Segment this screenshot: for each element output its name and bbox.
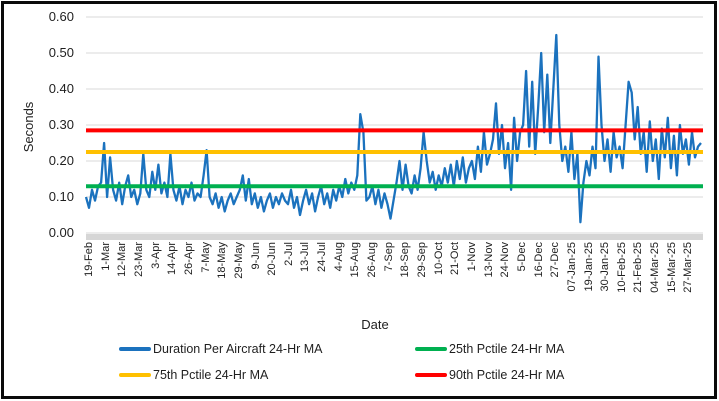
x-tick-label: 2-Jul [282, 242, 295, 266]
x-tick-label: 21-Feb-25 [632, 242, 645, 293]
x-tick-label: 12-Mar [116, 242, 129, 277]
plot-area [84, 16, 703, 240]
x-tick-label: 20-Jun [266, 242, 279, 276]
legend-item-25th-pctile: 25th Pctile 24-Hr MA [415, 341, 564, 357]
legend-label-duration: Duration Per Aircraft 24-Hr MA [153, 342, 323, 356]
x-tick-label: 15-Mar-25 [665, 242, 678, 293]
y-tick-label: 0.30 [48, 117, 74, 132]
x-axis-bar [86, 234, 703, 240]
x-tick-label: 18-May [216, 242, 229, 279]
legend-label-25th-pctile: 25th Pctile 24-Hr MA [449, 342, 565, 356]
x-tick-label: 9-Jun [249, 242, 262, 270]
duration-series-line [84, 33, 702, 224]
x-tick-label: 23-Mar [132, 242, 145, 277]
x-tick-label: 27-Mar-25 [682, 242, 695, 293]
x-tick-label: 13-Nov [482, 242, 495, 278]
x-tick-label: 10-Feb-25 [615, 242, 628, 293]
legend-item-75th-pctile: 75th Pctile 24-Hr MA [119, 367, 268, 383]
x-tick-label: 19-Jan-25 [582, 242, 595, 292]
x-tick-label: 15-Aug [349, 242, 362, 278]
x-tick-label: 7-May [199, 242, 212, 273]
x-tick-label: 1-Nov [465, 242, 478, 272]
pctile75-line-swatch [119, 373, 151, 377]
y-tick-label: 0.60 [48, 9, 74, 24]
x-tick-label: 24-Jul [316, 242, 329, 272]
x-tick-label: 30-Jan-25 [599, 242, 612, 292]
x-tick-label: 29-Sep [416, 242, 428, 278]
x-tick-label: 3-Apr [149, 242, 162, 269]
pctile90-line-swatch [415, 373, 447, 377]
x-tick-label: 21-Oct [449, 242, 462, 276]
x-tick-label: 19-Feb [83, 242, 95, 277]
x-axis-title: Date [361, 317, 389, 332]
x-tick-label: 1-Mar [99, 242, 112, 271]
x-tick-label: 13-Jul [299, 242, 312, 272]
x-tick-label: 26-Aug [366, 242, 379, 278]
pctile25-line-swatch [415, 347, 447, 351]
y-tick-label: 0.00 [48, 225, 74, 240]
duration-line-swatch [119, 347, 151, 351]
x-tick-label: 24-Nov [499, 242, 512, 278]
y-tick-label: 0.20 [48, 153, 74, 168]
x-tick-label: 10-Oct [432, 242, 445, 276]
x-tick-label: 4-Aug [332, 242, 345, 272]
x-tick-label: 7-Sep [382, 242, 395, 272]
y-tick-label: 0.50 [48, 45, 74, 60]
x-tick-label: 18-Sep [399, 242, 412, 278]
x-tick-label: 29-May [232, 242, 245, 279]
y-tick-label: 0.40 [48, 81, 74, 96]
x-tick-label: 27-Dec [549, 242, 562, 278]
x-tick-label: 14-Apr [166, 242, 179, 276]
x-tick-label: 04-Mar-25 [649, 242, 662, 293]
x-tick-label: 26-Apr [182, 242, 195, 276]
legend-label-90th-pctile: 90th Pctile 24-Hr MA [449, 368, 565, 382]
legend-label-75th-pctile: 75th Pctile 24-Hr MA [153, 368, 269, 382]
x-tick-label: 5-Dec [515, 242, 528, 272]
x-tick-label: 16-Dec [532, 242, 545, 278]
legend-item-90th-pctile: 90th Pctile 24-Hr MA [415, 367, 564, 383]
x-tick-label: 07-Jan-25 [565, 242, 578, 292]
y-tick-label: 0.10 [48, 189, 74, 204]
legend-item-duration: Duration Per Aircraft 24-Hr MA [119, 341, 323, 357]
